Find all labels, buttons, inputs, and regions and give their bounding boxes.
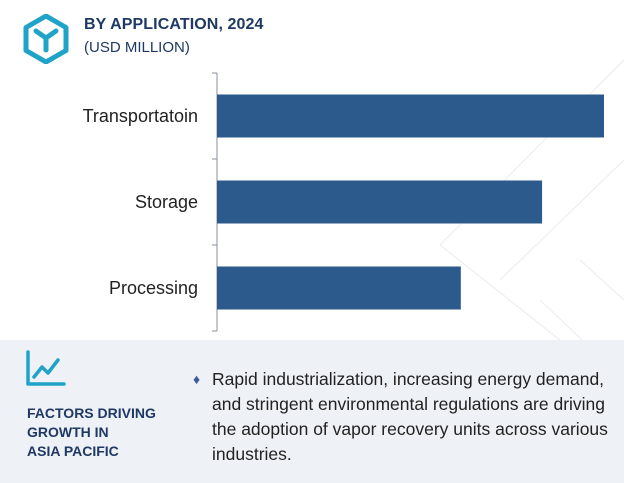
factors-title-line: FACTORS DRIVING — [27, 405, 156, 421]
hexagon-logo-icon — [23, 14, 69, 64]
line-chart-icon — [26, 350, 66, 386]
bar-processing — [217, 266, 461, 310]
category-label: Storage — [135, 192, 198, 212]
bar-chart: Transportatoin Storage Processing — [83, 72, 604, 332]
chart-subtitle: (USD MILLION) — [84, 39, 190, 56]
bar-storage — [217, 180, 543, 224]
factors-title-line: ASIA PACIFIC — [27, 443, 119, 459]
category-label: Processing — [109, 278, 198, 298]
factors-title-line: GROWTH IN — [27, 424, 109, 440]
factors-title: FACTORS DRIVING GROWTH IN ASIA PACIFIC — [27, 404, 187, 461]
bar-transportatoin — [217, 94, 604, 138]
chart-title: BY APPLICATION, 2024 — [84, 16, 264, 33]
category-label: Transportatoin — [83, 106, 198, 126]
factors-description: Rapid industrialization, increasing ener… — [212, 369, 608, 464]
factors-panel: FACTORS DRIVING GROWTH IN ASIA PACIFIC ♦… — [0, 340, 624, 483]
diamond-bullet-icon: ♦ — [193, 371, 201, 387]
